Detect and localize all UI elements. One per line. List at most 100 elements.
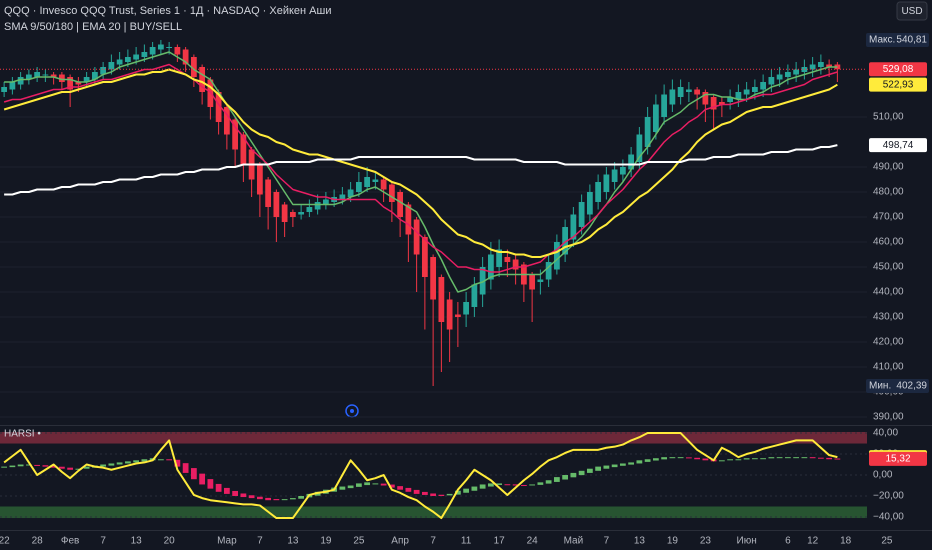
harsi-bar [727, 459, 734, 461]
x-tick-label: 7 [430, 536, 436, 547]
harsi-bar [586, 468, 593, 473]
harsi-bar [17, 464, 24, 467]
harsi-bar [100, 464, 107, 467]
harsi-bar [446, 493, 453, 496]
candle-body [42, 74, 49, 76]
harsi-bar [108, 463, 115, 466]
price-badge [869, 138, 927, 153]
candle-body [215, 92, 222, 122]
candle-body [34, 72, 41, 77]
harsi-bar [512, 484, 519, 486]
candle-body [619, 167, 626, 175]
price-badge-prefix: Мин. [869, 381, 891, 392]
ma-line [4, 51, 838, 293]
harsi-bar [34, 464, 41, 466]
candle-body [438, 277, 445, 322]
x-tick-label: 28 [32, 536, 44, 547]
candle-body [240, 134, 247, 165]
zone [0, 431, 867, 444]
candle-body [347, 189, 354, 197]
candle-body [100, 67, 107, 75]
ma-line [4, 144, 838, 196]
candle-body [314, 202, 321, 210]
x-tick-label: 7 [257, 536, 263, 547]
x-tick-label: 7 [604, 536, 610, 547]
harsi-bar [553, 477, 560, 482]
candle-body [223, 107, 230, 135]
harsi-bar [9, 465, 16, 468]
harsi-bar [603, 465, 610, 469]
price-badge-prefix: Макс. [869, 35, 895, 46]
candle-body [413, 219, 420, 255]
candle-body [628, 154, 635, 170]
plot-layer: 390,00400,00410,00420,00430,00440,00450,… [0, 32, 929, 547]
candle-body [793, 69, 800, 75]
x-tick-label: 13 [287, 536, 299, 547]
x-tick-label: 11 [461, 536, 472, 547]
price-badge-label: 498,74 [883, 140, 914, 151]
harsi-bar [545, 480, 552, 484]
candle-body [702, 92, 709, 105]
harsi-bar [339, 486, 346, 490]
harsi-bar [438, 494, 445, 496]
harsi-bar [669, 457, 676, 459]
harsi-bar [83, 466, 90, 469]
harsi-bar [694, 457, 701, 460]
harsi-bar [644, 459, 651, 462]
candle-body [718, 102, 725, 105]
harsi-bar [232, 490, 239, 496]
ma-line [3, 63, 838, 273]
harsi-bar [157, 459, 164, 461]
candle-body [603, 174, 610, 192]
candle-body [116, 59, 123, 65]
candle-body [397, 192, 404, 217]
y-tick-label: 480,00 [873, 187, 904, 198]
candle-body [463, 302, 470, 315]
x-tick-label: 13 [634, 536, 646, 547]
candle-body [232, 119, 239, 150]
candle-body [298, 212, 305, 215]
harsi-bar [380, 483, 387, 486]
candle-body [685, 89, 692, 92]
price-badge [866, 379, 929, 394]
harsi-bar [397, 486, 404, 490]
candle-body [553, 242, 560, 270]
candle-body [190, 57, 197, 77]
price-badge-label: 402,39 [896, 381, 927, 392]
harsi-bar [223, 487, 230, 494]
x-tick-label: 25 [881, 536, 893, 547]
candle-body [17, 77, 24, 85]
candle-body [760, 82, 767, 90]
harsi-bar [256, 496, 263, 500]
indicator-legend: SMA 9/50/180 | EMA 20 | BUY/SELL [4, 21, 182, 33]
harsi-bar [141, 459, 148, 462]
candle-body [562, 227, 569, 255]
rsi-line [3, 432, 838, 520]
candle-body [768, 77, 775, 85]
y-tick-label: 460,00 [873, 237, 904, 248]
harsi-bar [628, 462, 635, 465]
harsi-bar [685, 457, 692, 459]
harsi-bar [454, 490, 461, 495]
candle-body [504, 257, 511, 262]
harsi-bar [1, 466, 8, 468]
candle-body [380, 179, 387, 190]
candle-body [141, 52, 148, 57]
x-tick-label: 7 [100, 536, 106, 547]
x-tick-label: 22 [0, 536, 10, 547]
harsi-bar [133, 460, 140, 463]
harsi-bar [768, 457, 775, 459]
candle-body [809, 64, 816, 70]
candle-body [611, 169, 618, 182]
y-tick-label: 40,00 [873, 428, 898, 439]
harsi-bar [652, 458, 659, 461]
harsi-bar [388, 484, 395, 488]
candle-body [157, 44, 164, 50]
candle-body [595, 182, 602, 202]
candle-body [545, 262, 552, 280]
harsi-bar [240, 493, 247, 498]
candle-body [75, 82, 82, 85]
currency-button[interactable] [896, 1, 928, 21]
harsi-bar [199, 473, 206, 485]
